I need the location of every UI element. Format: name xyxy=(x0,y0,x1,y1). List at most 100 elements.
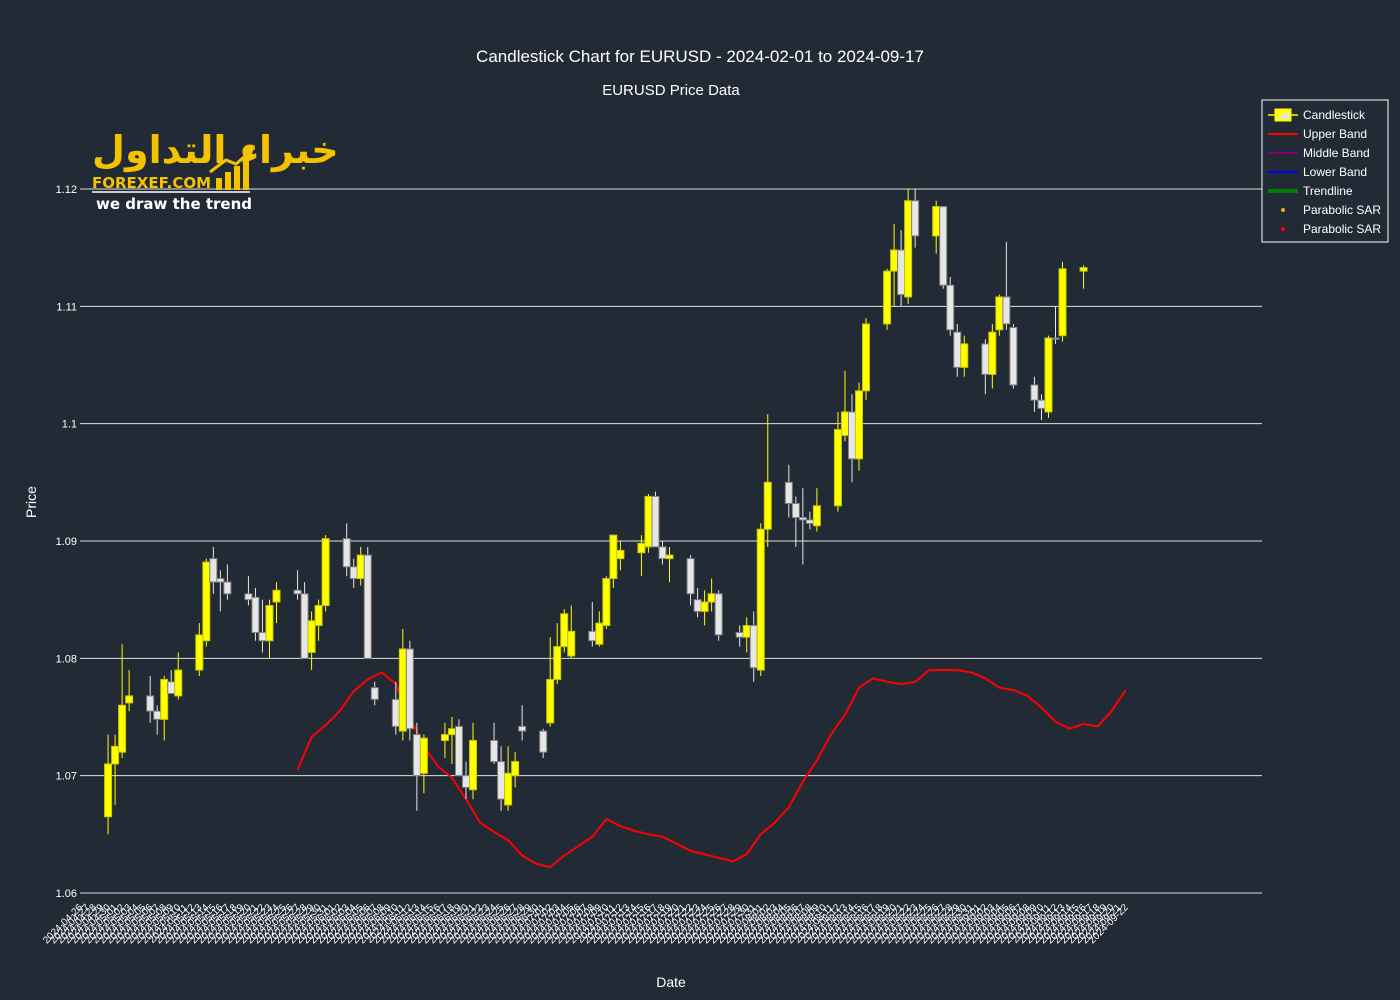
candle-body-up xyxy=(314,605,323,626)
legend-item-upper-band[interactable]: Upper Band xyxy=(1268,127,1367,141)
legend-label-trendline: Trendline xyxy=(1303,184,1353,198)
candle-body-down xyxy=(784,481,793,504)
candle-body-down xyxy=(798,517,807,521)
candle-body-down xyxy=(805,519,814,524)
y-tick-labels: 1.06 1.07 1.08 1.09 1.1 1.11 1.12 xyxy=(56,184,77,900)
candle-body-down xyxy=(223,581,232,595)
y-tick-label: 1.11 xyxy=(56,301,77,313)
candle-body-down xyxy=(714,593,723,636)
y-axis-label: Price xyxy=(23,486,39,518)
candle-body-down xyxy=(146,695,155,712)
candle-body-down xyxy=(897,249,906,296)
candle-body-up xyxy=(890,249,899,272)
candle-body-down xyxy=(911,200,920,237)
forexef-logo: خبراء التداول FOREXEF.COM we draw the tr… xyxy=(92,128,339,213)
candlesticks xyxy=(104,189,1088,835)
candle-body-down xyxy=(497,761,506,800)
candle-body-down xyxy=(1009,326,1018,386)
candle-body-down xyxy=(251,596,260,634)
candle-body-up xyxy=(840,411,849,436)
candle-body-down xyxy=(686,558,695,595)
candle-body-up xyxy=(707,593,716,603)
candle-body-up xyxy=(202,561,211,642)
candle-body-up xyxy=(932,206,941,237)
growth-bars-arrow-icon xyxy=(209,148,254,190)
candle-body-down xyxy=(461,775,470,788)
chart-title: Candlestick Chart for EURUSD - 2024-02-0… xyxy=(476,47,924,66)
candle-body-down xyxy=(209,558,218,583)
candle-body-up xyxy=(356,554,365,580)
candle-body-down xyxy=(1030,384,1039,401)
candle-body-down xyxy=(693,599,702,612)
legend-label-upper-band: Upper Band xyxy=(1303,127,1367,141)
candle-body-up xyxy=(174,669,183,697)
legend-item-middle-band[interactable]: Middle Band xyxy=(1268,146,1370,160)
candle-body-up xyxy=(763,481,772,530)
indicator-lines xyxy=(296,669,1127,869)
candle-body-down xyxy=(258,632,267,642)
candle-body-down xyxy=(1051,337,1060,340)
candle-body-down xyxy=(167,681,176,695)
candle-body-up xyxy=(265,605,274,642)
candle-body-down xyxy=(412,734,421,777)
candle-body-up xyxy=(567,630,576,657)
candle-body-up xyxy=(553,646,562,680)
candle-body-down xyxy=(518,725,527,732)
legend-item-lower-band[interactable]: Lower Band xyxy=(1268,165,1367,179)
candle-body-up xyxy=(307,620,316,653)
candle-body-up xyxy=(812,505,821,527)
legend-item-parabolic-sar-up[interactable]: Parabolic SAR xyxy=(1281,203,1381,217)
candle-body-up xyxy=(988,331,997,375)
x-tick-labels: 2024-04-262024-04-272024-04-282024-04-29… xyxy=(41,902,1131,946)
candle-body-up xyxy=(644,495,653,548)
candle-body-down xyxy=(946,284,955,331)
candle-body-up xyxy=(995,296,1004,331)
candle-body-down xyxy=(363,554,372,659)
candle-body-up xyxy=(195,634,204,671)
legend-item-candlestick[interactable]: Candlestick xyxy=(1268,108,1366,122)
candle-body-up xyxy=(125,695,134,704)
chart-subtitle: EURUSD Price Data xyxy=(602,82,740,99)
candle-body-down xyxy=(490,739,499,763)
candle-body-up xyxy=(160,678,169,720)
candle-body-down xyxy=(1002,296,1011,325)
logo-arabic-text: خبراء التداول xyxy=(92,128,339,173)
candle-body-up xyxy=(560,613,569,648)
candle-body-down xyxy=(391,698,400,727)
legend: Candlestick Upper Band Middle Band Lower… xyxy=(1261,99,1389,243)
legend-label-candlestick: Candlestick xyxy=(1303,108,1366,122)
candle-body-down xyxy=(405,648,414,730)
legend-label-sar-up: Parabolic SAR xyxy=(1303,203,1381,217)
candle-body-up xyxy=(469,739,478,791)
legend-swatch-sar-down xyxy=(1281,227,1285,231)
candle-body-down xyxy=(300,593,309,659)
legend-item-trendline[interactable]: Trendline xyxy=(1268,184,1353,198)
candle-body-up xyxy=(883,270,892,325)
legend-label-lower-band: Lower Band xyxy=(1303,165,1367,179)
legend-label-sar-down: Parabolic SAR xyxy=(1303,222,1381,236)
candle-body-up xyxy=(637,542,646,554)
candle-body-up xyxy=(756,528,765,671)
x-axis-label: Date xyxy=(656,974,686,990)
y-tick-label: 1.1 xyxy=(62,419,77,431)
candle-body-up xyxy=(700,601,709,612)
candle-body-up xyxy=(595,622,604,645)
candle-body-up xyxy=(833,429,842,507)
candle-body-down xyxy=(939,206,948,286)
candle-body-up xyxy=(1058,268,1067,337)
candle-body-down xyxy=(153,710,162,720)
candle-body-down xyxy=(651,495,660,548)
candle-body-down xyxy=(588,630,597,642)
legend-swatch-sar-up xyxy=(1281,208,1285,212)
candle-body-up xyxy=(1079,267,1088,272)
logo-tagline: we draw the trend xyxy=(96,195,252,213)
candle-body-up xyxy=(609,534,618,580)
candle-body-up xyxy=(602,578,611,626)
candle-body-down xyxy=(791,502,800,519)
y-tick-label: 1.09 xyxy=(56,536,77,548)
candle-body-up xyxy=(1044,337,1053,413)
candle-body-up xyxy=(104,763,113,818)
legend-item-parabolic-sar-down[interactable]: Parabolic SAR xyxy=(1281,222,1381,236)
